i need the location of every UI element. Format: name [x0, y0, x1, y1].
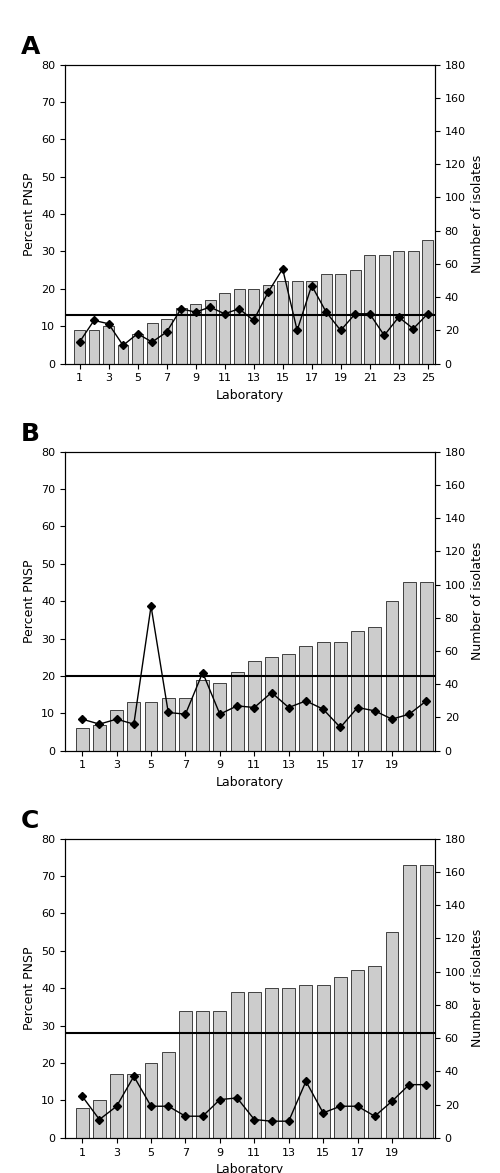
Bar: [110, 710, 123, 751]
Bar: [402, 583, 415, 751]
Bar: [234, 289, 244, 364]
Bar: [300, 984, 312, 1138]
Bar: [248, 289, 259, 364]
Bar: [74, 330, 85, 364]
Bar: [230, 992, 243, 1138]
Y-axis label: Percent PNSP: Percent PNSP: [22, 172, 36, 256]
Bar: [300, 646, 312, 751]
Bar: [316, 984, 330, 1138]
Bar: [230, 672, 243, 751]
Bar: [146, 323, 158, 364]
Bar: [204, 300, 216, 364]
Bar: [334, 643, 347, 751]
Bar: [179, 698, 192, 751]
Bar: [110, 1074, 123, 1138]
Bar: [219, 292, 230, 364]
Bar: [248, 662, 261, 751]
Bar: [162, 1052, 174, 1138]
Bar: [368, 628, 381, 751]
X-axis label: Laboratory: Laboratory: [216, 389, 284, 402]
Bar: [88, 330, 100, 364]
Bar: [379, 256, 390, 364]
Bar: [335, 274, 346, 364]
Bar: [196, 1011, 209, 1138]
Bar: [351, 970, 364, 1138]
Bar: [144, 703, 158, 751]
Bar: [368, 965, 381, 1138]
Bar: [386, 933, 398, 1138]
Bar: [190, 304, 201, 364]
Bar: [306, 282, 317, 364]
Bar: [316, 643, 330, 751]
Bar: [334, 977, 347, 1138]
Legend: Laboratory % PNSP, Isolates: Laboratory % PNSP, Isolates: [140, 454, 360, 473]
Y-axis label: Number of isolates: Number of isolates: [472, 155, 484, 273]
Bar: [214, 684, 226, 751]
Bar: [118, 345, 128, 364]
Text: A: A: [20, 34, 40, 59]
Y-axis label: Percent PNSP: Percent PNSP: [22, 947, 36, 1030]
Bar: [128, 1074, 140, 1138]
Bar: [402, 865, 415, 1138]
Bar: [76, 728, 88, 751]
Bar: [422, 240, 433, 364]
Bar: [351, 631, 364, 751]
Bar: [103, 326, 114, 364]
Bar: [179, 1011, 192, 1138]
Y-axis label: Number of isolates: Number of isolates: [472, 542, 484, 660]
Bar: [262, 285, 274, 364]
Bar: [420, 865, 433, 1138]
Bar: [196, 679, 209, 751]
Y-axis label: Number of isolates: Number of isolates: [472, 929, 484, 1047]
Bar: [408, 251, 418, 364]
Bar: [364, 256, 375, 364]
Bar: [128, 703, 140, 751]
Bar: [282, 653, 295, 751]
Y-axis label: Percent PNSP: Percent PNSP: [22, 560, 36, 643]
Bar: [292, 282, 302, 364]
Bar: [76, 1107, 88, 1138]
Bar: [162, 698, 174, 751]
X-axis label: Laboratory: Laboratory: [216, 777, 284, 789]
Bar: [350, 270, 360, 364]
Bar: [420, 583, 433, 751]
Bar: [214, 1011, 226, 1138]
Bar: [176, 307, 186, 364]
X-axis label: Laboratory: Laboratory: [216, 1164, 284, 1173]
Bar: [282, 988, 295, 1138]
Text: B: B: [20, 421, 40, 446]
Bar: [93, 725, 106, 751]
Bar: [320, 274, 332, 364]
Text: C: C: [20, 808, 39, 833]
Bar: [132, 334, 143, 364]
Bar: [394, 251, 404, 364]
Bar: [277, 282, 288, 364]
Legend: Laboratory % PNSP, Isolates: Laboratory % PNSP, Isolates: [140, 840, 360, 860]
Bar: [161, 319, 172, 364]
Bar: [144, 1063, 158, 1138]
Bar: [265, 988, 278, 1138]
Bar: [248, 992, 261, 1138]
Bar: [386, 601, 398, 751]
Bar: [265, 657, 278, 751]
Bar: [93, 1100, 106, 1138]
